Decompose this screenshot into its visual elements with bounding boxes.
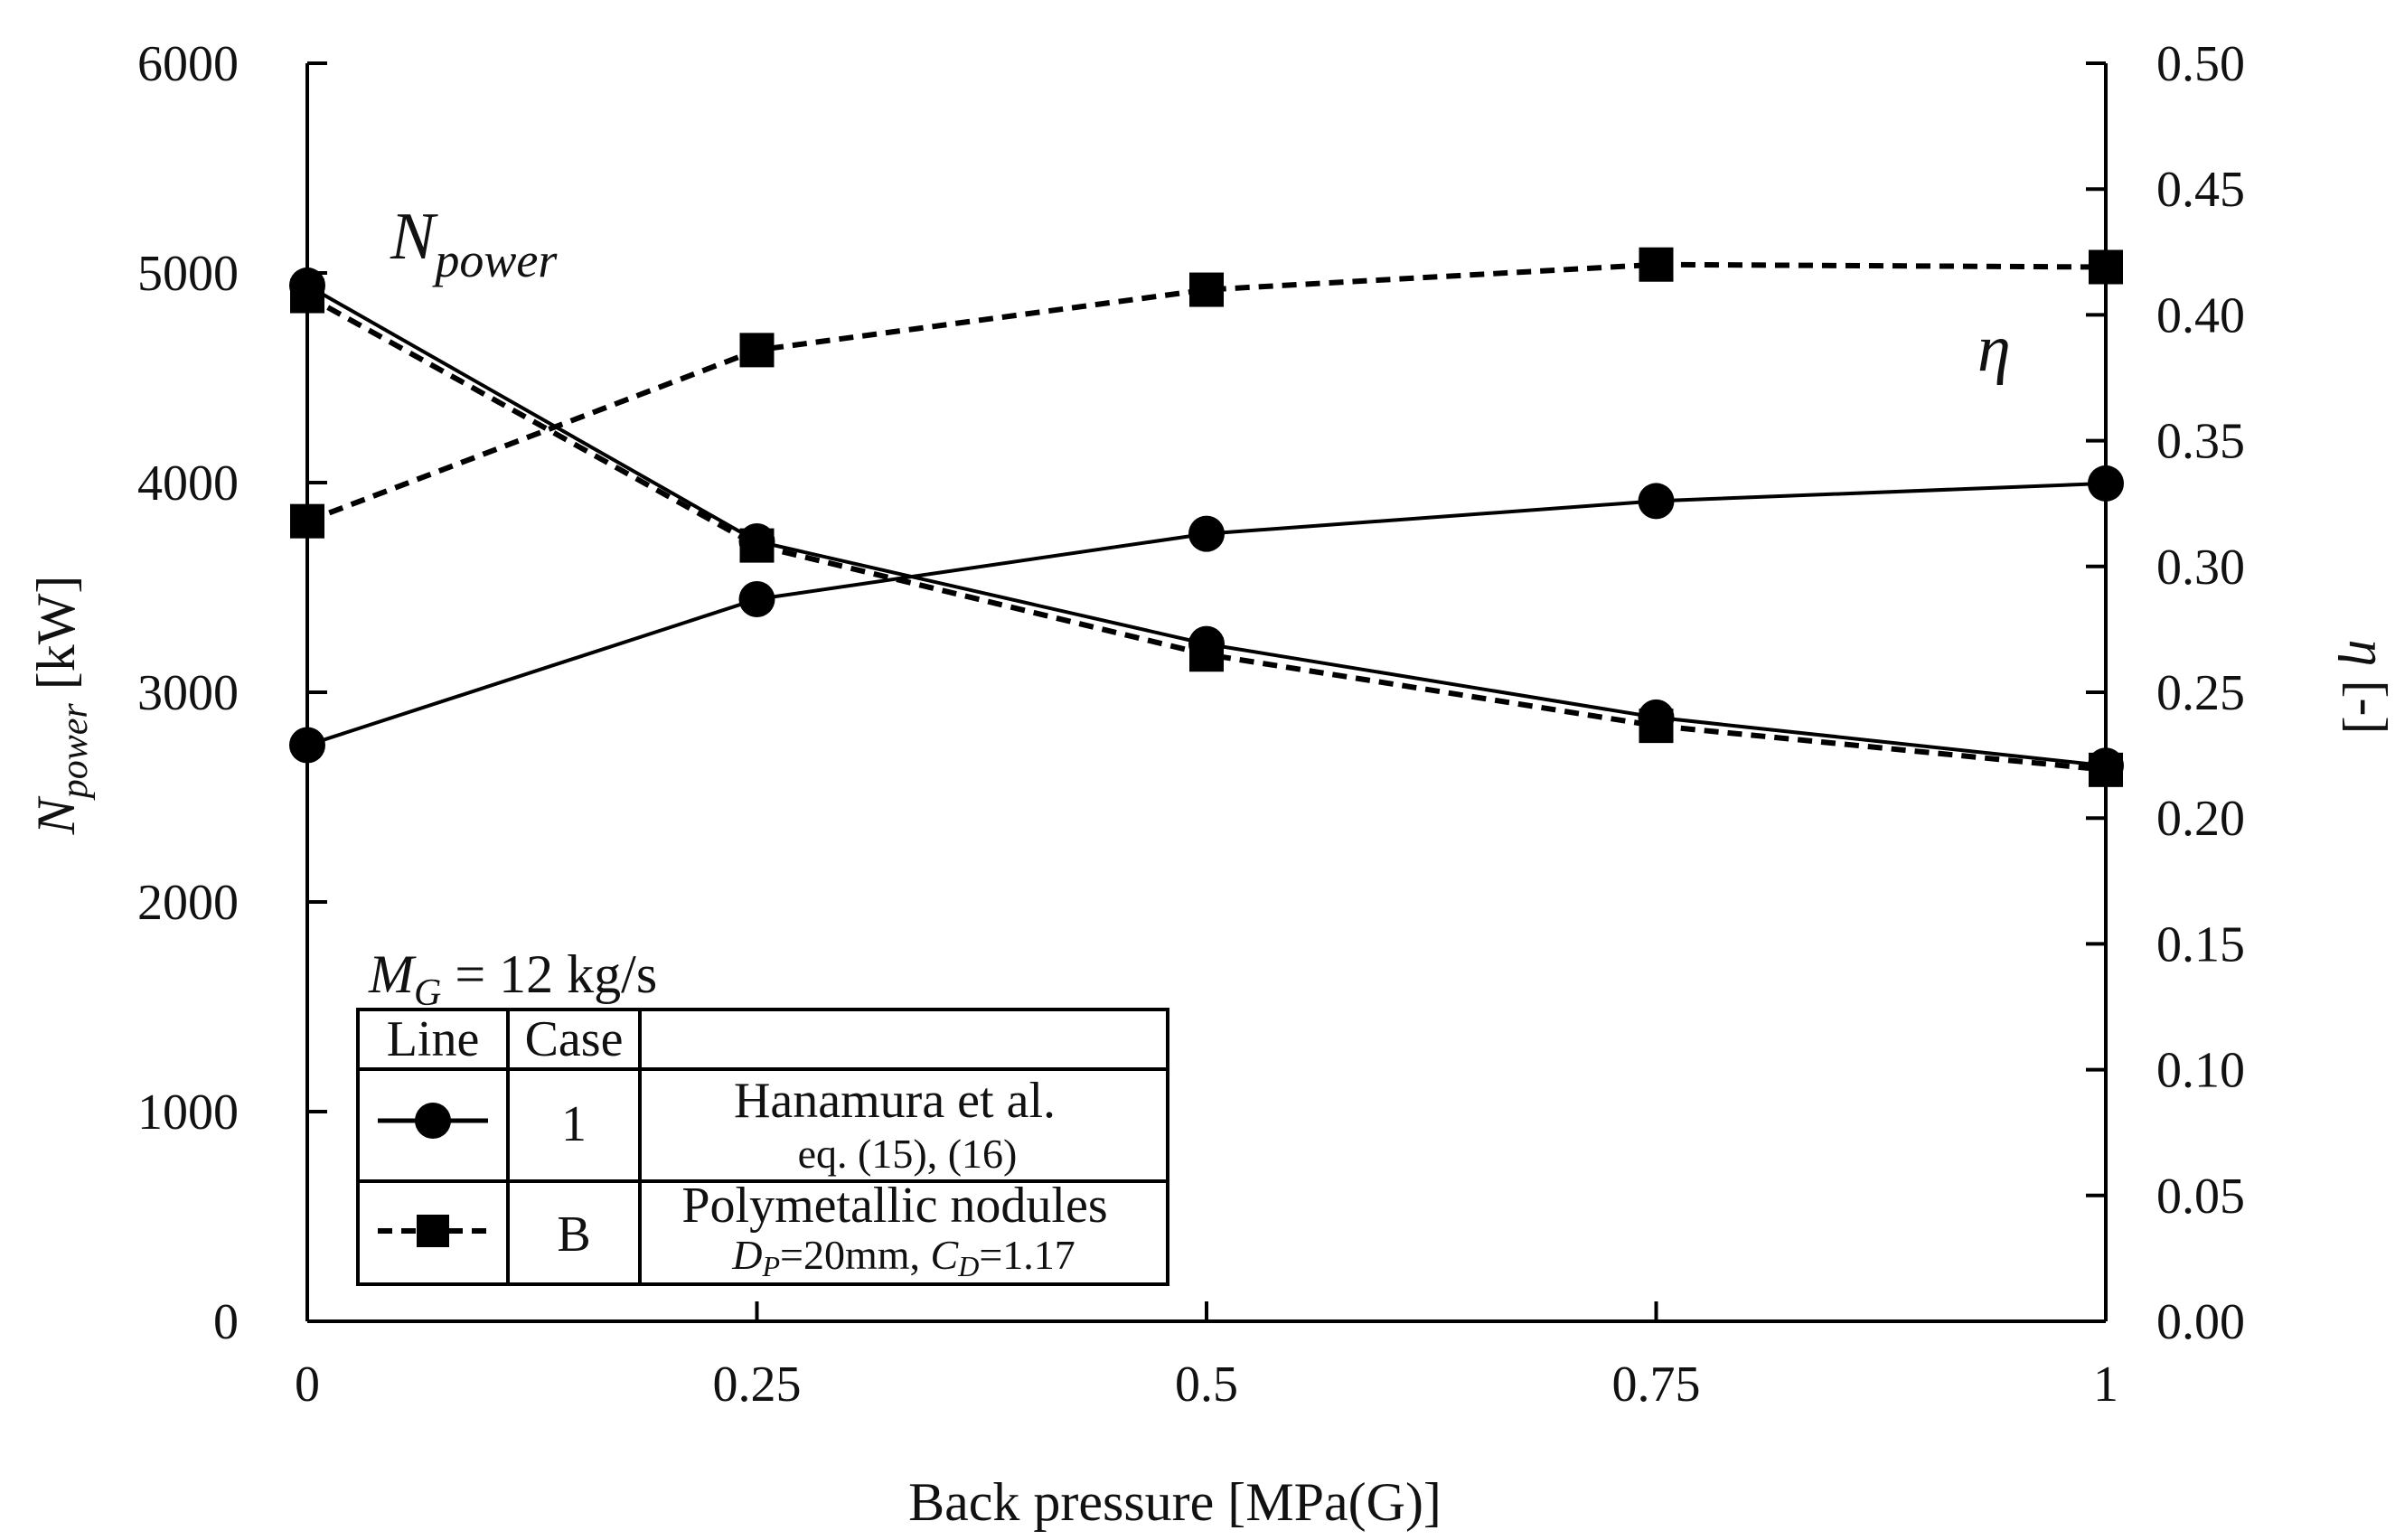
series-1-right — [289, 465, 2124, 764]
y-left-tick-label: 0 — [213, 1294, 239, 1350]
legend-box — [356, 1008, 1169, 1286]
data-point-square — [1189, 272, 1224, 307]
eta-annotation: η — [1977, 312, 2011, 386]
y-right-tick-label: 0.00 — [2156, 1294, 2245, 1350]
x-axis-title: Back pressure [MPa(G)] — [908, 1472, 1442, 1532]
series-B-left — [290, 278, 2123, 787]
series-B-right — [290, 247, 2123, 539]
y-right-tick-label: 0.30 — [2156, 540, 2245, 596]
legend-marker-circle — [415, 1103, 451, 1139]
y-right-tick-label: 0.50 — [2156, 36, 2245, 92]
npower-annotation: Npower — [390, 200, 558, 287]
data-point-circle — [1638, 483, 1675, 520]
data-point-square — [290, 503, 324, 539]
y-right-tick-label: 0.25 — [2156, 665, 2245, 721]
legend-desc-b: Polymetallic nodules — [681, 1178, 1107, 1234]
legend-marker-square — [417, 1215, 449, 1247]
legend-desc-b-sub: DP=20mm, CD=1.17 — [731, 1232, 1075, 1282]
data-point-square — [1639, 247, 1674, 282]
y-right-tick-label: 0.10 — [2156, 1043, 2245, 1099]
data-point-square — [1189, 637, 1224, 672]
y-right-tick-label: 0.15 — [2156, 916, 2245, 972]
y-left-tick-label: 6000 — [137, 36, 239, 92]
data-point-circle — [738, 580, 775, 617]
data-point-square — [739, 333, 775, 368]
data-point-square — [2089, 249, 2123, 285]
legend: MG = 12 kg/s Line Case 1 Hanamura et al.… — [356, 944, 1169, 1286]
y-left-tick-label: 1000 — [137, 1085, 239, 1141]
x-tick-label: 1 — [2093, 1357, 2118, 1413]
data-point-square — [1639, 709, 1674, 744]
data-point-circle — [1188, 515, 1225, 552]
x-tick-label: 0.25 — [713, 1357, 802, 1413]
series-line — [305, 261, 2107, 524]
y-axis-left-title: Npower [kW] — [26, 576, 96, 836]
legend-case-b: B — [557, 1207, 590, 1263]
legend-desc-1-sub: eq. (15), (16) — [798, 1131, 1018, 1177]
y-axis-left-ticks: 0 1000 2000 3000 4000 5000 6000 — [137, 36, 327, 1350]
y-right-tick-label: 0.20 — [2156, 791, 2245, 847]
legend-header-case: Case — [525, 1011, 624, 1067]
legend-desc-1: Hanamura et al. — [734, 1073, 1056, 1129]
y-right-tick-label: 0.45 — [2156, 162, 2245, 218]
legend-header-line: Line — [387, 1011, 480, 1067]
y-left-tick-label: 4000 — [137, 455, 239, 512]
x-axis-ticks: 0 0.25 0.5 0.75 1 — [295, 1301, 2118, 1413]
y-right-tick-label: 0.05 — [2156, 1169, 2245, 1225]
data-point-square — [290, 278, 324, 314]
legend-condition: MG = 12 kg/s — [368, 944, 657, 1014]
data-point-square — [2089, 752, 2123, 787]
series-group — [289, 247, 2124, 787]
legend-case-1: 1 — [561, 1096, 587, 1152]
x-tick-label: 0.5 — [1175, 1357, 1238, 1413]
x-tick-label: 0.75 — [1612, 1357, 1701, 1413]
x-tick-label: 0 — [295, 1357, 320, 1413]
y-left-tick-label: 5000 — [137, 246, 239, 302]
y-right-tick-label: 0.40 — [2156, 287, 2245, 343]
y-axis-right-title: η [-] — [2338, 640, 2395, 735]
data-point-circle — [2088, 465, 2124, 502]
y-right-tick-label: 0.35 — [2156, 414, 2245, 470]
y-left-tick-label: 3000 — [137, 665, 239, 721]
y-axis-right-ticks: 0.00 0.05 0.10 0.15 0.20 0.25 0.30 0.35 0.40 0.45… — [2086, 36, 2245, 1350]
data-point-square — [739, 528, 775, 563]
data-point-circle — [289, 727, 325, 764]
y-left-tick-label: 2000 — [137, 875, 239, 931]
